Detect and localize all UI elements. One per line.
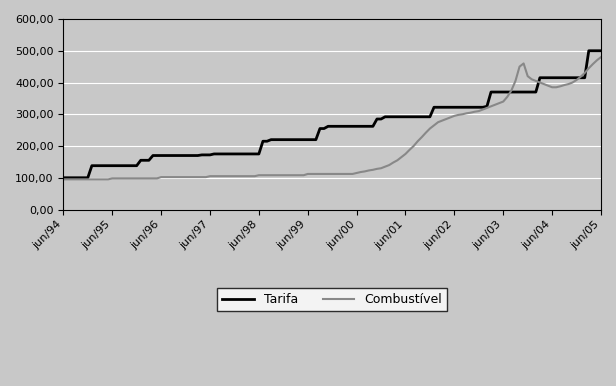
Line: Combustível: Combustível (63, 57, 601, 179)
Combustível (577, 74, 585, 79)
Tarifa (585, 48, 593, 53)
Combustível (96, 177, 103, 182)
Combustível (398, 155, 405, 159)
Combustível (565, 82, 572, 86)
Combustível (598, 55, 605, 59)
Combustível (60, 177, 67, 182)
Tarifa (96, 163, 103, 168)
Legend: Tarifa, Combustível: Tarifa, Combustível (217, 288, 447, 311)
Combustível (431, 123, 438, 128)
Tarifa (565, 75, 572, 80)
Tarifa (398, 115, 405, 119)
Tarifa (577, 75, 585, 80)
Tarifa (598, 48, 605, 53)
Line: Tarifa: Tarifa (63, 51, 601, 178)
Combustível (414, 139, 421, 144)
Tarifa (414, 115, 421, 119)
Tarifa (60, 176, 67, 180)
Tarifa (431, 105, 438, 110)
